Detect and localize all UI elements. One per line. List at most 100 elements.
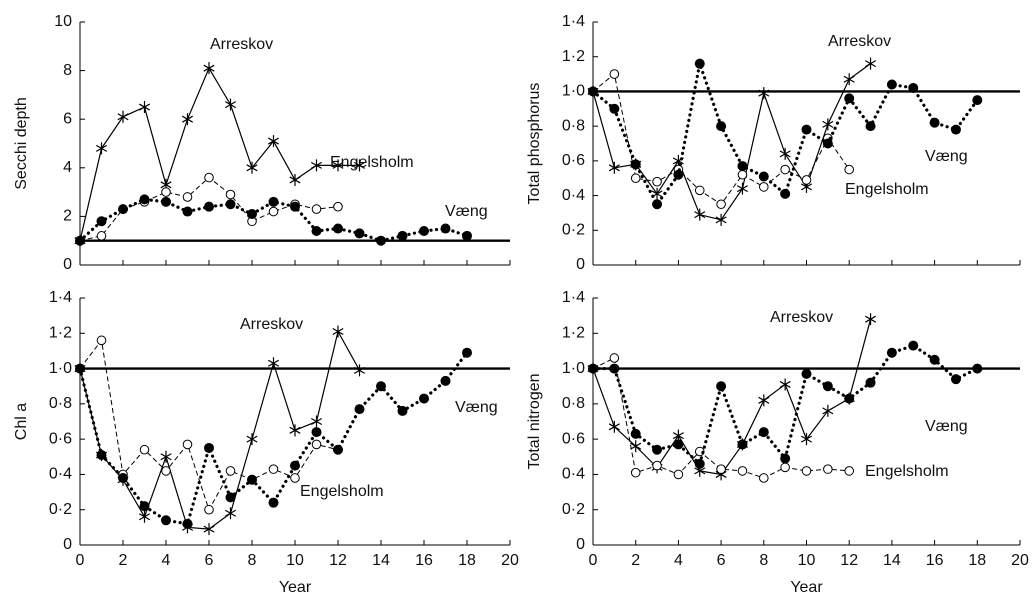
- open-circle-marker: [694, 185, 705, 196]
- filled-circle-marker: [758, 171, 769, 182]
- asterisk-marker: [715, 213, 727, 226]
- filled-circle-marker: [311, 427, 322, 438]
- open-circle-marker: [801, 466, 812, 476]
- y-tick-label: 0: [576, 536, 585, 553]
- x-tick-label: 20: [1011, 552, 1029, 569]
- filled-circle-marker: [673, 169, 684, 180]
- filled-circle-marker: [419, 225, 429, 236]
- asterisk-marker: [608, 161, 620, 174]
- y-tick-label: 0·6: [562, 430, 585, 447]
- y-tick-label: 1·2: [49, 325, 72, 342]
- asterisk-marker: [822, 404, 834, 417]
- filled-circle-marker: [225, 492, 236, 503]
- open-circle-marker: [759, 473, 769, 483]
- filled-circle-marker: [225, 199, 236, 210]
- filled-circle-marker: [609, 103, 620, 114]
- open-circle-marker: [780, 164, 790, 175]
- x-tick-label: 20: [501, 552, 519, 569]
- filled-circle-marker: [673, 439, 684, 450]
- asterisk-marker: [865, 57, 877, 70]
- asterisk-marker: [310, 159, 323, 172]
- x-tick-label: 12: [840, 552, 858, 569]
- filled-circle-marker: [780, 188, 791, 199]
- open-circle-marker: [139, 444, 150, 455]
- asterisk-marker: [310, 415, 323, 428]
- plot: 0 2 4 6 8 10 Secchi depth Arreskov Engelsholm Væn…: [13, 13, 511, 273]
- asterisk-marker: [203, 523, 215, 536]
- y-tick-label: 0·2: [49, 501, 72, 518]
- asterisk-marker: [203, 62, 215, 75]
- y-tick-label: 1·0: [562, 360, 585, 377]
- open-circle-marker: [759, 182, 769, 192]
- x-tick-label: 4: [162, 552, 171, 569]
- filled-circle-marker: [652, 444, 663, 455]
- asterisk-marker: [224, 98, 237, 111]
- filled-circle-marker: [397, 230, 408, 241]
- filled-circle-marker: [950, 124, 961, 135]
- filled-circle-marker: [440, 375, 451, 386]
- y-tick-label: 6: [63, 110, 72, 127]
- filled-circle-marker: [737, 439, 748, 450]
- asterisk-marker: [332, 325, 344, 338]
- asterisk-marker: [843, 73, 855, 86]
- filled-circle-marker: [694, 58, 705, 69]
- filled-circle-marker: [139, 194, 150, 205]
- filled-circle-marker: [182, 518, 193, 529]
- open-circle-marker: [161, 187, 171, 197]
- filled-circle-marker: [161, 196, 171, 207]
- asterisk-marker: [246, 433, 258, 446]
- filled-circle-marker: [801, 124, 812, 135]
- plot: 0 0·2 0·4 0·6 0·8 1·0 1·2 1·4 0 2 4 6 8 10 12 14 16 18 20 C…: [13, 289, 519, 596]
- series-label: Væng: [925, 148, 968, 165]
- filled-circle-marker: [822, 381, 833, 392]
- filled-circle-marker: [354, 228, 365, 239]
- asterisk-marker: [800, 433, 813, 446]
- filled-circle-marker: [311, 225, 322, 236]
- y-tick-label: 0·8: [562, 395, 585, 412]
- asterisk-marker: [267, 135, 280, 148]
- asterisk-marker: [289, 173, 301, 186]
- x-tick-label: 6: [205, 552, 214, 569]
- filled-circle-marker: [865, 121, 876, 132]
- y-tick-label: 1·2: [562, 325, 585, 342]
- filled-circle-marker: [290, 460, 300, 471]
- filled-circle-marker: [204, 201, 214, 212]
- asterisk-marker: [138, 510, 151, 523]
- asterisk-marker: [95, 142, 108, 155]
- y-tick-label: 0: [576, 256, 585, 273]
- filled-circle-marker: [354, 404, 365, 415]
- open-circle-marker: [780, 462, 790, 473]
- filled-circle-marker: [801, 368, 812, 379]
- open-circle-marker: [652, 460, 662, 471]
- asterisk-marker: [353, 364, 366, 377]
- x-tick-label: 6: [717, 552, 726, 569]
- open-circle-marker: [311, 204, 322, 214]
- series-label: Arreskov: [770, 309, 833, 326]
- y-tick-label: 1·2: [562, 48, 585, 65]
- open-circle-marker: [333, 201, 343, 212]
- series-label: Væng: [445, 203, 488, 220]
- filled-circle-marker: [96, 216, 107, 227]
- plot: 0 0·2 0·4 0·6 0·8 1·0 1·2 1·4 0 2 4 6 8 10 12 14 16 18 20 T…: [526, 289, 1029, 596]
- filled-circle-marker: [268, 497, 279, 508]
- open-circle-marker: [204, 172, 214, 183]
- filled-circle-marker: [247, 474, 257, 485]
- asterisk-marker: [160, 450, 172, 463]
- asterisk-marker: [138, 101, 151, 114]
- y-tick-label: 1·4: [49, 289, 72, 306]
- y-axis-label: Total phosphorus: [526, 83, 543, 205]
- asterisk-marker: [758, 394, 770, 407]
- filled-circle-marker: [182, 206, 193, 217]
- filled-circle-marker: [96, 450, 107, 461]
- filled-circle-marker: [588, 86, 598, 97]
- asterisk-marker: [608, 420, 620, 433]
- open-circle-marker: [204, 504, 214, 515]
- filled-circle-marker: [908, 340, 919, 351]
- filled-circle-marker: [929, 117, 940, 128]
- open-circle-marker: [609, 353, 620, 363]
- x-tick-label: 14: [883, 552, 901, 569]
- open-circle-marker: [290, 473, 300, 483]
- x-tick-label: 8: [248, 552, 257, 569]
- filled-circle-marker: [886, 347, 897, 358]
- filled-circle-marker: [716, 381, 727, 392]
